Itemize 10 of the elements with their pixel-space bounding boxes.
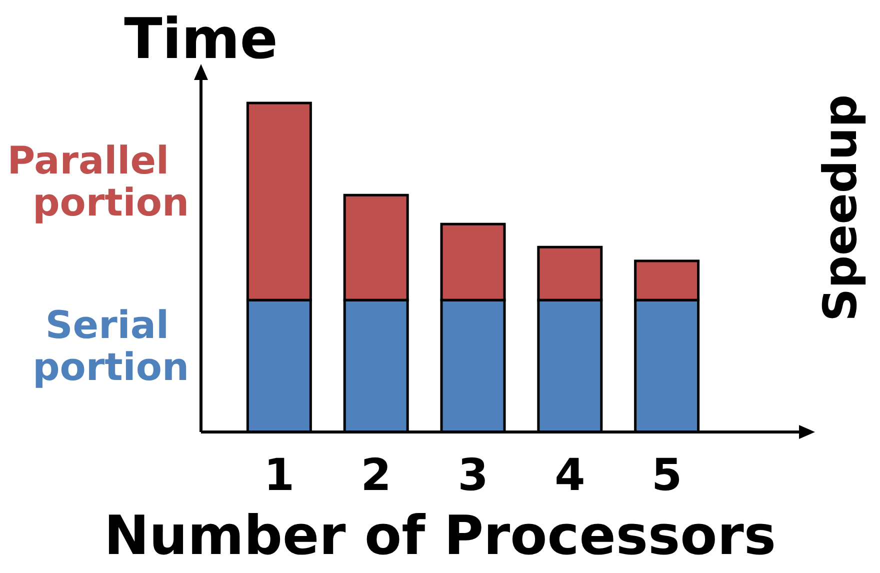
- series-label: Serial portion: [32, 303, 189, 390]
- x-tick-label: 1: [264, 450, 294, 501]
- x-tick-label: 4: [554, 450, 586, 501]
- x-tick-label: 5: [652, 450, 682, 501]
- series-label: Parallel portion: [7, 138, 189, 225]
- x-tick-label: 2: [360, 450, 392, 501]
- x-tick-label: 3: [458, 450, 488, 501]
- x-axis-title: Number of Processors: [104, 504, 776, 567]
- y-axis-title: Time: [124, 7, 278, 72]
- text: Speedup: [813, 94, 867, 322]
